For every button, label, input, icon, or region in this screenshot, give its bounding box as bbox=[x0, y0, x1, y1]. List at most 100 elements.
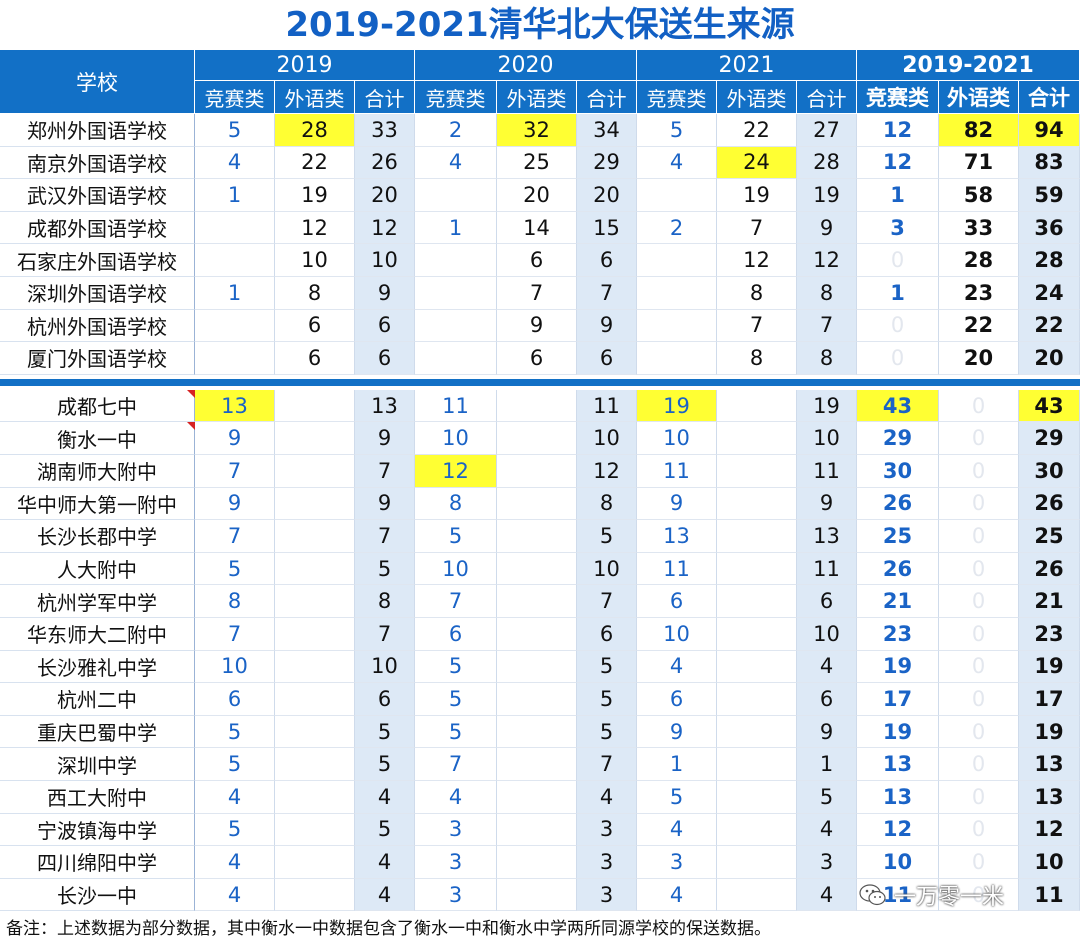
value-cell: 11 bbox=[415, 389, 497, 423]
value-cell: 0 bbox=[939, 748, 1019, 781]
value-cell: 5 bbox=[797, 781, 857, 814]
value-cell: 12 bbox=[415, 455, 497, 488]
value-cell bbox=[497, 878, 577, 912]
value-cell: 1 bbox=[415, 211, 497, 245]
value-cell: 10 bbox=[577, 552, 637, 586]
value-cell: 6 bbox=[415, 618, 497, 651]
value-cell: 26 bbox=[857, 552, 939, 586]
column-header-sub: 合计 bbox=[355, 81, 415, 114]
school-name-cell: 成都外国语学校 bbox=[0, 211, 195, 245]
value-cell: 7 bbox=[717, 309, 797, 343]
value-cell: 9 bbox=[195, 422, 275, 455]
value-cell: 4 bbox=[797, 650, 857, 684]
value-cell: 29 bbox=[1019, 422, 1080, 455]
value-cell: 30 bbox=[857, 455, 939, 488]
value-cell: 10 bbox=[797, 422, 857, 455]
value-cell: 8 bbox=[355, 585, 415, 618]
value-cell: 26 bbox=[1019, 487, 1080, 521]
value-cell bbox=[275, 748, 355, 781]
value-cell: 5 bbox=[415, 683, 497, 716]
value-cell bbox=[717, 683, 797, 716]
value-cell: 12 bbox=[1019, 813, 1080, 847]
value-cell: 9 bbox=[355, 277, 415, 310]
value-cell bbox=[717, 389, 797, 423]
value-cell: 6 bbox=[497, 244, 577, 277]
school-name-cell: 郑州外国语学校 bbox=[0, 114, 195, 147]
value-cell: 10 bbox=[797, 618, 857, 651]
value-cell: 10 bbox=[275, 244, 355, 277]
value-cell bbox=[275, 846, 355, 879]
value-cell: 0 bbox=[939, 389, 1019, 423]
school-name-cell: 湖南师大附中 bbox=[0, 455, 195, 488]
value-cell: 19 bbox=[1019, 715, 1080, 749]
value-cell: 15 bbox=[577, 211, 637, 245]
value-cell: 17 bbox=[857, 683, 939, 716]
value-cell: 6 bbox=[355, 309, 415, 343]
value-cell: 4 bbox=[637, 878, 717, 912]
value-cell bbox=[275, 552, 355, 586]
value-cell: 25 bbox=[857, 520, 939, 553]
value-cell: 7 bbox=[577, 277, 637, 310]
value-cell: 28 bbox=[939, 244, 1019, 277]
value-cell: 2 bbox=[415, 114, 497, 147]
value-cell: 1 bbox=[637, 748, 717, 781]
value-cell: 6 bbox=[497, 342, 577, 375]
value-cell: 12 bbox=[275, 211, 355, 245]
value-cell: 23 bbox=[857, 618, 939, 651]
value-cell bbox=[637, 342, 717, 375]
value-cell: 17 bbox=[1019, 683, 1080, 716]
school-name-cell: 深圳外国语学校 bbox=[0, 277, 195, 310]
value-cell: 4 bbox=[797, 878, 857, 912]
value-cell bbox=[497, 846, 577, 879]
value-cell: 0 bbox=[939, 650, 1019, 684]
school-name-cell: 华东师大二附中 bbox=[0, 618, 195, 651]
value-cell: 0 bbox=[939, 781, 1019, 814]
value-cell: 13 bbox=[355, 389, 415, 423]
school-name-cell: 重庆巴蜀中学 bbox=[0, 715, 195, 749]
value-cell: 3 bbox=[857, 211, 939, 245]
value-cell: 22 bbox=[1019, 309, 1080, 343]
column-header-sub: 竞赛类 bbox=[195, 81, 275, 114]
column-header-year: 2021 bbox=[637, 50, 857, 81]
value-cell: 13 bbox=[857, 748, 939, 781]
value-cell: 10 bbox=[577, 422, 637, 455]
school-name-cell: 杭州学军中学 bbox=[0, 585, 195, 618]
value-cell: 24 bbox=[1019, 277, 1080, 310]
school-name-cell: 四川绵阳中学 bbox=[0, 846, 195, 879]
value-cell: 0 bbox=[939, 618, 1019, 651]
value-cell: 59 bbox=[1019, 179, 1080, 212]
value-cell bbox=[717, 422, 797, 455]
value-cell: 7 bbox=[195, 455, 275, 488]
value-cell bbox=[497, 487, 577, 521]
school-name-cell: 华中师大第一附中 bbox=[0, 487, 195, 521]
value-cell bbox=[497, 618, 577, 651]
group-divider bbox=[0, 378, 1080, 386]
value-cell: 0 bbox=[857, 244, 939, 277]
value-cell: 9 bbox=[497, 309, 577, 343]
column-header-sub: 外语类 bbox=[939, 81, 1019, 114]
column-header-school: 学校 bbox=[0, 50, 195, 114]
value-cell: 4 bbox=[637, 146, 717, 180]
value-cell: 4 bbox=[355, 781, 415, 814]
value-cell bbox=[275, 715, 355, 749]
value-cell bbox=[497, 552, 577, 586]
value-cell bbox=[497, 683, 577, 716]
school-name-cell: 深圳中学 bbox=[0, 748, 195, 781]
value-cell: 7 bbox=[355, 455, 415, 488]
value-cell: 11 bbox=[857, 878, 939, 912]
value-cell: 13 bbox=[1019, 781, 1080, 814]
value-cell bbox=[717, 618, 797, 651]
value-cell: 20 bbox=[939, 342, 1019, 375]
value-cell: 32 bbox=[497, 114, 577, 147]
column-header-sub: 外语类 bbox=[497, 81, 577, 114]
value-cell: 4 bbox=[637, 813, 717, 847]
footnote: 备注：上述数据为部分数据，其中衡水一中数据包含了衡水一中和衡水中学两所同源学校的… bbox=[6, 919, 771, 939]
column-header-sub: 竞赛类 bbox=[415, 81, 497, 114]
value-cell: 20 bbox=[577, 179, 637, 212]
value-cell: 7 bbox=[195, 618, 275, 651]
value-cell bbox=[717, 781, 797, 814]
value-cell: 12 bbox=[857, 146, 939, 180]
column-header-year: 2019-2021 bbox=[857, 50, 1080, 81]
value-cell: 4 bbox=[195, 878, 275, 912]
value-cell: 3 bbox=[577, 813, 637, 847]
